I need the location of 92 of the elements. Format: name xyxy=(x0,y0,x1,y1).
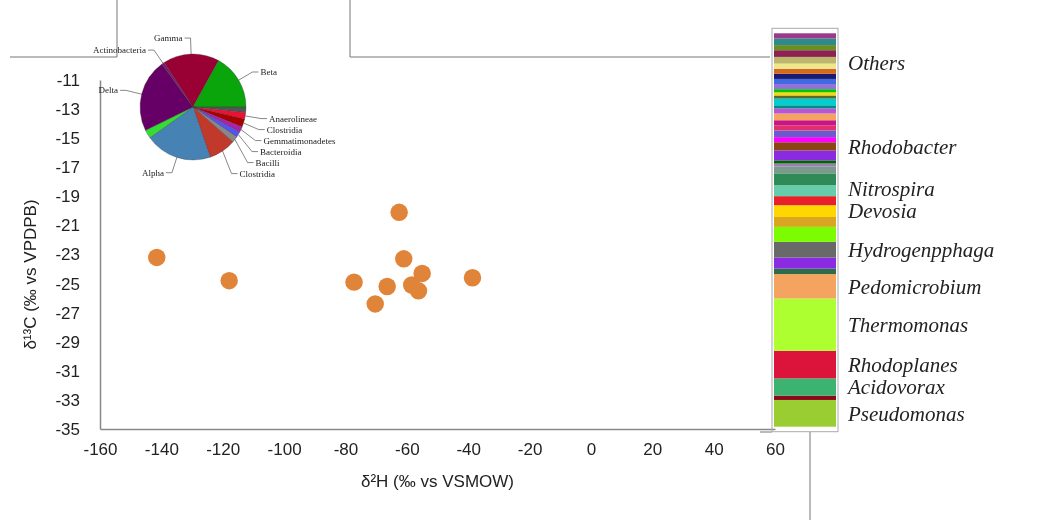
bar xyxy=(774,142,836,151)
x-tick-label: -20 xyxy=(517,440,543,460)
point xyxy=(345,273,363,291)
y-tick-label: -17 xyxy=(55,158,80,178)
bar xyxy=(774,137,836,143)
bar xyxy=(774,226,836,242)
x-tick-label: 40 xyxy=(704,440,724,460)
y-tick-label: -23 xyxy=(55,245,80,265)
bar xyxy=(774,130,836,138)
x-tick-label: -80 xyxy=(333,440,359,460)
point xyxy=(463,269,482,287)
slice-label: Gamma xyxy=(154,33,183,44)
series-label: Pseudomonas xyxy=(847,401,965,426)
x-tick-label: -160 xyxy=(83,440,118,460)
slice-label: Alpha xyxy=(141,167,164,178)
series-label: Hydrogenpphaga xyxy=(847,238,995,263)
y-tick-label: -27 xyxy=(55,303,80,323)
bar xyxy=(774,56,836,64)
bar xyxy=(774,268,836,275)
y-tick-label: -13 xyxy=(55,100,80,120)
point xyxy=(390,203,408,222)
bar xyxy=(774,241,836,258)
bar xyxy=(774,173,836,186)
bar xyxy=(774,84,836,90)
series-label: Rhodobacter xyxy=(847,134,958,159)
bar xyxy=(774,298,836,351)
slice-label: Actinobacteria xyxy=(92,45,146,56)
text: Others xyxy=(848,51,906,76)
y-tick-label: -21 xyxy=(55,216,80,236)
point xyxy=(148,248,166,267)
series-label: Nitrospira xyxy=(847,177,935,202)
bar xyxy=(774,399,836,427)
point xyxy=(395,250,413,268)
bar xyxy=(774,105,836,109)
point xyxy=(366,295,384,313)
y-tick-label: -15 xyxy=(55,129,80,149)
x-tick-label: 0 xyxy=(586,440,597,460)
x-tick-label: 60 xyxy=(766,440,785,460)
bar xyxy=(774,257,836,269)
x-tick-label: 20 xyxy=(643,440,663,460)
series-label: Thermomonas xyxy=(848,312,969,337)
bar xyxy=(774,125,836,131)
bar xyxy=(774,113,836,121)
x-tick-label: -120 xyxy=(206,440,241,460)
bar xyxy=(774,33,836,39)
slice-label: Clostridia xyxy=(266,124,303,135)
y-tick-label: -35 xyxy=(55,419,80,439)
slice-label: Anaerolineae xyxy=(269,113,318,124)
slice-label: Bacteroidia xyxy=(259,146,302,157)
bar xyxy=(774,150,836,161)
bar xyxy=(774,120,836,126)
slice-label: Delta xyxy=(98,85,119,96)
bar xyxy=(774,378,836,396)
slice-label: Gemmatimonadetes xyxy=(263,135,336,146)
y-tick-label: -29 xyxy=(55,332,80,352)
bar xyxy=(774,73,836,79)
y-tick-label: -11 xyxy=(56,70,80,90)
x-axis-title: δ²H (‰ vs VSMOW) xyxy=(361,472,514,491)
bar xyxy=(774,185,836,197)
y-axis-title: δ¹³C (‰ vs VPDPB) xyxy=(21,199,40,350)
series-label: Rhodoplanes xyxy=(847,352,958,377)
bar xyxy=(774,196,836,206)
slice-label: Bacilli xyxy=(255,157,281,168)
y-tick-label: -19 xyxy=(55,187,80,207)
bar xyxy=(774,217,836,227)
y-tick-label: -33 xyxy=(55,390,80,410)
bar xyxy=(774,274,836,299)
bar xyxy=(774,350,836,379)
slice-label: Beta xyxy=(260,67,277,78)
point xyxy=(378,277,396,296)
point xyxy=(413,264,431,283)
bar xyxy=(774,395,836,400)
bar xyxy=(774,45,836,51)
x-tick-label: -60 xyxy=(395,440,420,460)
bar xyxy=(774,205,836,218)
series-label: Pedomicrobium xyxy=(847,274,982,299)
bar xyxy=(774,63,836,69)
bar xyxy=(774,166,836,174)
point xyxy=(409,282,428,300)
x-tick-label: -100 xyxy=(267,440,302,460)
bar xyxy=(774,78,836,85)
x-tick-label: -40 xyxy=(456,440,481,460)
y-tick-label: -31 xyxy=(55,361,80,381)
slice-label: Clostridia xyxy=(239,168,275,179)
bar xyxy=(774,68,836,74)
bar xyxy=(774,38,836,46)
bar xyxy=(774,50,836,57)
x-tick-label: -140 xyxy=(144,440,179,460)
point xyxy=(220,271,238,290)
y-tick-label: -25 xyxy=(55,274,80,294)
bar xyxy=(774,108,836,114)
bar xyxy=(774,98,836,106)
